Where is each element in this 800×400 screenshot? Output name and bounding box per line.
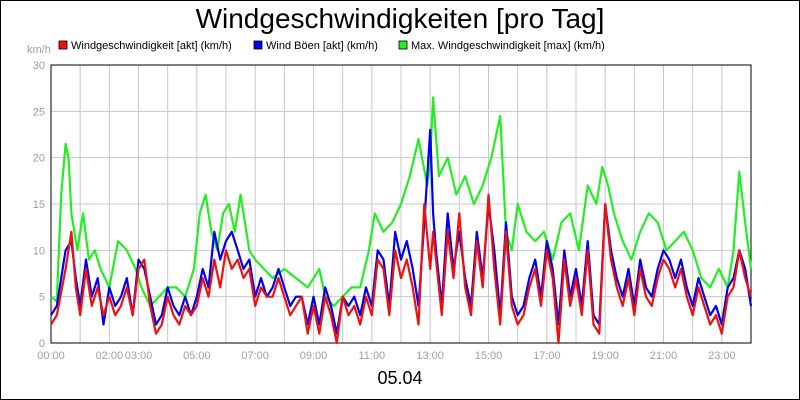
x-tick-label: 23:00: [708, 350, 736, 362]
series-line-2: [50, 96, 753, 307]
x-tick-label: 19:00: [591, 350, 619, 362]
x-tick-label: 15:00: [475, 350, 503, 362]
x-tick-label: 21:00: [650, 350, 678, 362]
x-tick-label: 17:00: [533, 350, 561, 362]
legend-swatch-1: [253, 40, 263, 50]
plot-border: [50, 64, 752, 344]
y-tick-label: 25: [33, 106, 45, 118]
legend: Windgeschwindigkeit [akt] (km/h) Wind Böe…: [58, 40, 605, 52]
x-tick-label: 02:00: [96, 350, 124, 362]
legend-swatch-2: [398, 40, 408, 50]
chart-subtitle: 05.04: [377, 368, 423, 388]
legend-label-2: Max. Windgeschwindigkeit [max] (km/h): [411, 40, 605, 52]
x-tick-label: 13:00: [416, 350, 444, 362]
x-tick-label: 07:00: [241, 350, 269, 362]
x-tick-label: 11:00: [358, 350, 385, 362]
series-line-1: [50, 128, 753, 335]
x-tick-label: 09:00: [300, 350, 328, 362]
legend-swatch-0: [58, 40, 68, 50]
x-tick-label: 00:00: [37, 350, 65, 362]
legend-label-0: Windgeschwindigkeit [akt] (km/h): [71, 40, 232, 52]
x-tick-label: 03:00: [125, 350, 153, 362]
y-tick-label: 15: [33, 199, 45, 211]
series-line-0: [50, 193, 753, 345]
y-tick-label: 0: [39, 338, 45, 350]
y-tick-label: 30: [33, 60, 45, 72]
y-tick-label: 10: [33, 245, 45, 257]
y-tick-label: 5: [39, 292, 45, 304]
legend-label-1: Wind Böen [akt] (km/h): [266, 40, 378, 52]
series-group: [50, 96, 753, 345]
chart-title: Windgeschwindigkeiten [pro Tag]: [195, 3, 605, 34]
x-tick-label: 05:00: [183, 350, 211, 362]
axes: 0 5 10 15 20 25 30 00:00 02:00 03:00 05:00 07:00 09:…: [27, 44, 752, 362]
y-axis-label: km/h: [27, 44, 51, 56]
y-tick-label: 20: [33, 153, 45, 165]
